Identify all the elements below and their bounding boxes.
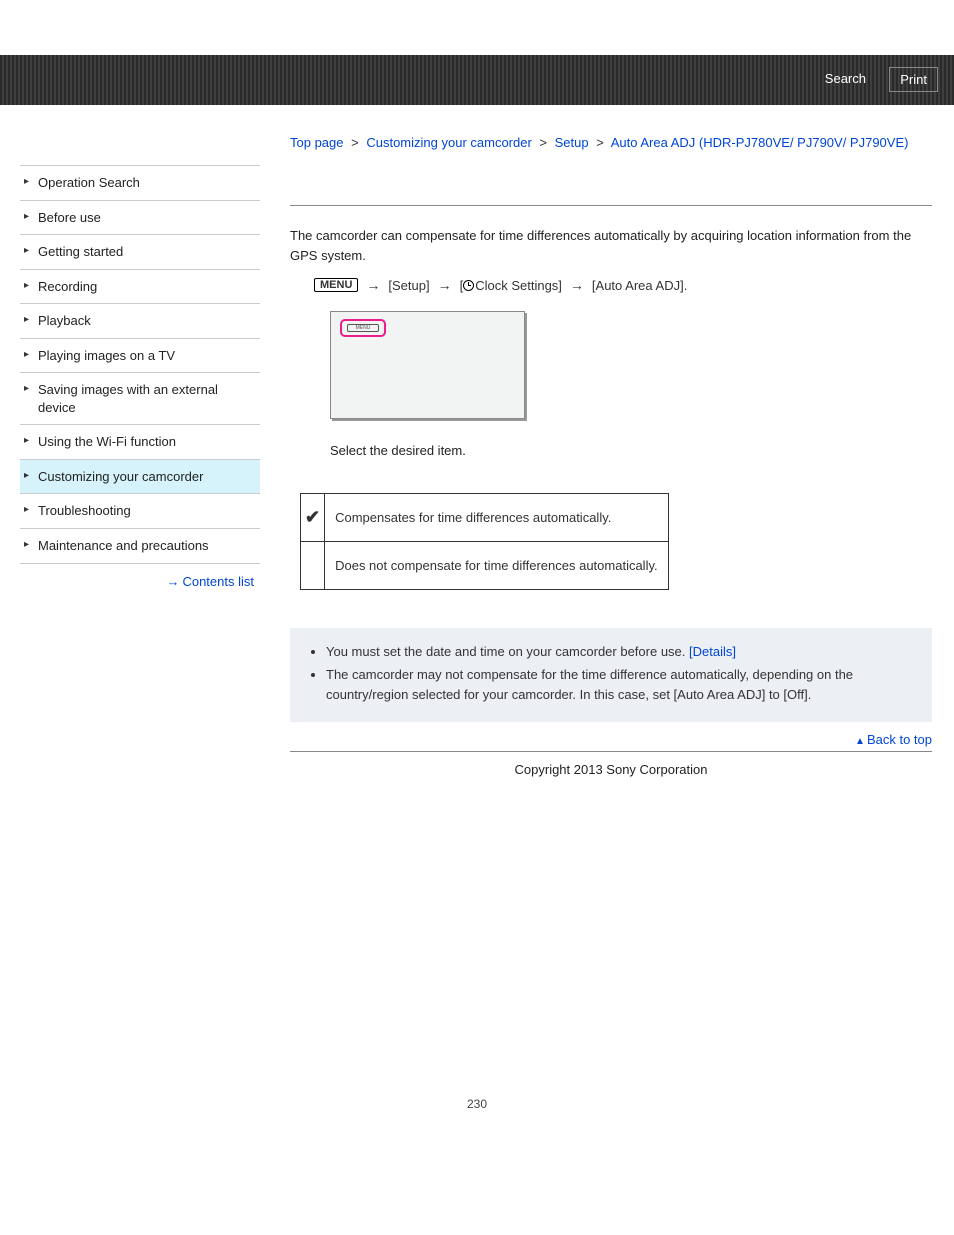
contents-list-label: Contents list bbox=[182, 574, 254, 589]
nav-item-troubleshooting[interactable]: Troubleshooting bbox=[20, 494, 260, 529]
bc-top[interactable]: Top page bbox=[290, 135, 344, 150]
nav-item-playing-tv[interactable]: Playing images on a TV bbox=[20, 339, 260, 374]
arrow-right-icon: → bbox=[166, 574, 179, 589]
note-2: The camcorder may not compensate for the… bbox=[326, 665, 914, 704]
triangle-up-icon: ▲ bbox=[855, 736, 865, 747]
bc-customizing[interactable]: Customizing your camcorder bbox=[366, 135, 531, 150]
bc-sep: > bbox=[596, 135, 604, 150]
print-button[interactable]: Print bbox=[889, 67, 938, 92]
nav-item-saving-external[interactable]: Saving images with an external device bbox=[20, 373, 260, 425]
copyright: Copyright 2013 Sony Corporation bbox=[290, 752, 932, 817]
check-cell: ✔ bbox=[301, 493, 325, 541]
select-instruction: Select the desired item. bbox=[290, 441, 932, 461]
path-clock: [Clock Settings] bbox=[460, 278, 562, 293]
check-icon: ✔ bbox=[305, 507, 320, 527]
option-on: Compensates for time differences automat… bbox=[325, 493, 669, 541]
clock-icon bbox=[463, 280, 474, 291]
nav-item-playback[interactable]: Playback bbox=[20, 304, 260, 339]
arrow-right-icon: → bbox=[570, 277, 584, 293]
arrow-right-icon: → bbox=[438, 277, 452, 293]
nav-item-wifi[interactable]: Using the Wi-Fi function bbox=[20, 425, 260, 460]
main-content: Top page > Customizing your camcorder > … bbox=[260, 105, 954, 837]
arrow-right-icon: → bbox=[366, 277, 380, 293]
path-setup: [Setup] bbox=[388, 278, 429, 293]
nav-item-before-use[interactable]: Before use bbox=[20, 201, 260, 236]
nav-item-customizing[interactable]: Customizing your camcorder bbox=[20, 460, 260, 495]
option-off: Does not compensate for time differences… bbox=[325, 541, 669, 589]
menu-highlight: MENU bbox=[340, 319, 386, 337]
nav-item-operation-search[interactable]: Operation Search bbox=[20, 166, 260, 201]
breadcrumb: Top page > Customizing your camcorder > … bbox=[290, 135, 932, 150]
menu-path: MENU → [Setup] → [Clock Settings] → [Aut… bbox=[290, 277, 932, 293]
header-band: Search Print bbox=[0, 55, 954, 105]
nav-item-getting-started[interactable]: Getting started bbox=[20, 235, 260, 270]
table-row: ✔ Compensates for time differences autom… bbox=[301, 493, 669, 541]
intro-text: The camcorder can compensate for time di… bbox=[290, 226, 932, 265]
bc-current: Auto Area ADJ (HDR-PJ780VE/ PJ790V/ PJ79… bbox=[611, 135, 909, 150]
menu-inner-label: MENU bbox=[347, 324, 379, 332]
bc-setup[interactable]: Setup bbox=[555, 135, 589, 150]
check-cell-empty bbox=[301, 541, 325, 589]
screen-illustration: MENU bbox=[330, 311, 525, 419]
menu-icon: MENU bbox=[314, 278, 358, 292]
notes-box: You must set the date and time on your c… bbox=[290, 628, 932, 723]
search-button[interactable]: Search bbox=[815, 67, 876, 90]
contents-list-link[interactable]: →Contents list bbox=[20, 564, 260, 589]
details-link[interactable]: [Details] bbox=[689, 644, 736, 659]
options-table: ✔ Compensates for time differences autom… bbox=[300, 493, 669, 590]
table-row: Does not compensate for time differences… bbox=[301, 541, 669, 589]
sidebar: Operation Search Before use Getting star… bbox=[0, 105, 260, 589]
nav-item-recording[interactable]: Recording bbox=[20, 270, 260, 305]
bc-sep: > bbox=[539, 135, 547, 150]
note-1: You must set the date and time on your c… bbox=[326, 642, 914, 662]
back-to-top[interactable]: ▲Back to top bbox=[290, 728, 932, 752]
path-auto-area: [Auto Area ADJ]. bbox=[592, 278, 687, 293]
bc-sep: > bbox=[351, 135, 359, 150]
nav-item-maintenance[interactable]: Maintenance and precautions bbox=[20, 529, 260, 564]
divider bbox=[290, 205, 932, 206]
nav-list: Operation Search Before use Getting star… bbox=[20, 165, 260, 564]
page-number: 230 bbox=[0, 837, 954, 1131]
back-to-top-label: Back to top bbox=[867, 732, 932, 747]
